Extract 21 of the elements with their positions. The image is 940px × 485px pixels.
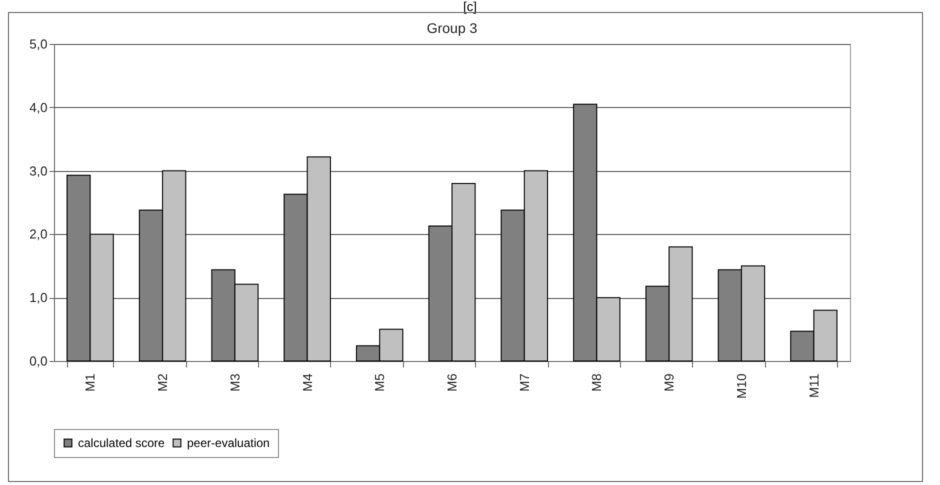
x-tick-label: M10 (734, 374, 749, 399)
x-tick-label: M1 (82, 374, 98, 392)
y-tick-label: 1,0 (29, 290, 48, 306)
x-tick-label: M11 (806, 374, 822, 398)
x-tick-label: M5 (372, 374, 388, 392)
x-tick-label: M6 (444, 374, 460, 392)
y-tick-label: 4,0 (29, 100, 48, 115)
text: [c] (462, 0, 478, 14)
y-tick-label: 3,0 (29, 163, 48, 178)
x-tick-label: M9 (662, 374, 677, 392)
x-tick-label: M8 (589, 374, 604, 392)
legend-label: peer-evaluation (187, 436, 270, 450)
x-tick-label: M2 (155, 374, 170, 392)
y-tick-label: 2,0 (29, 226, 48, 242)
legend-label: calculated score (78, 436, 166, 450)
x-tick-label: M4 (300, 374, 315, 392)
x-tick-label: M3 (227, 374, 242, 392)
y-tick-label: 0,0 (29, 354, 48, 368)
x-tick-label: M7 (516, 374, 532, 392)
chart-title: Group 3 (426, 20, 478, 36)
y-tick-label: 5,0 (29, 36, 48, 52)
